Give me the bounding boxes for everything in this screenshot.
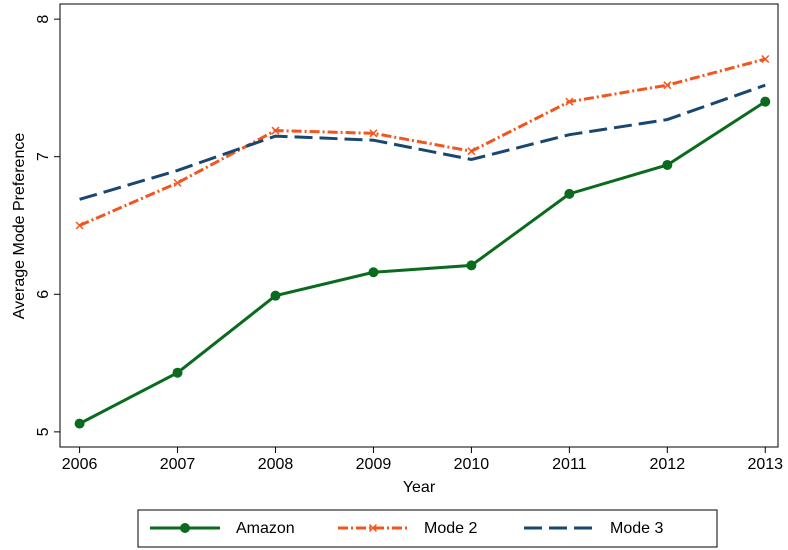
data-point [565,97,574,106]
data-point [368,267,379,278]
data-point [663,81,672,90]
x-tick-label: 2011 [552,456,587,473]
y-tick-label: 7 [35,152,52,161]
data-point [173,178,182,187]
data-point [270,290,281,301]
data-point [662,159,673,170]
y-axis-label: Average Mode Preference [11,133,28,320]
x-axis-label: Year [403,479,436,496]
data-point [180,523,190,533]
data-point [467,147,476,156]
series-line [78,100,767,425]
x-tick-label: 2008 [258,456,294,473]
data-point [761,55,770,64]
data-point [760,96,771,107]
y-tick-label: 6 [35,290,52,299]
data-point [74,418,85,429]
x-tick-label: 2012 [650,456,686,473]
y-tick-label: 8 [35,15,52,24]
legend-label: Mode 3 [610,520,663,537]
data-point [271,126,280,135]
plot-frame [59,3,779,448]
series-line [79,83,766,201]
legend-label: Mode 2 [424,520,477,537]
legend: Amazon Mode 2 Mode 3 [137,509,718,548]
x-tick-label: 2007 [160,456,196,473]
series-line [78,57,766,227]
x-tick-label: 2006 [62,456,98,473]
data-point [368,523,378,533]
data-point [75,221,84,230]
legend-box [137,509,718,548]
data-point [466,260,477,271]
y-tick-label: 5 [35,427,52,436]
x-tick-label: 2009 [356,456,392,473]
legend-label: Amazon [236,520,295,537]
x-tick-label: 2010 [454,456,490,473]
data-point [564,188,575,199]
data-point [172,367,183,378]
data-point [369,129,378,138]
x-tick-label: 2013 [747,456,783,473]
